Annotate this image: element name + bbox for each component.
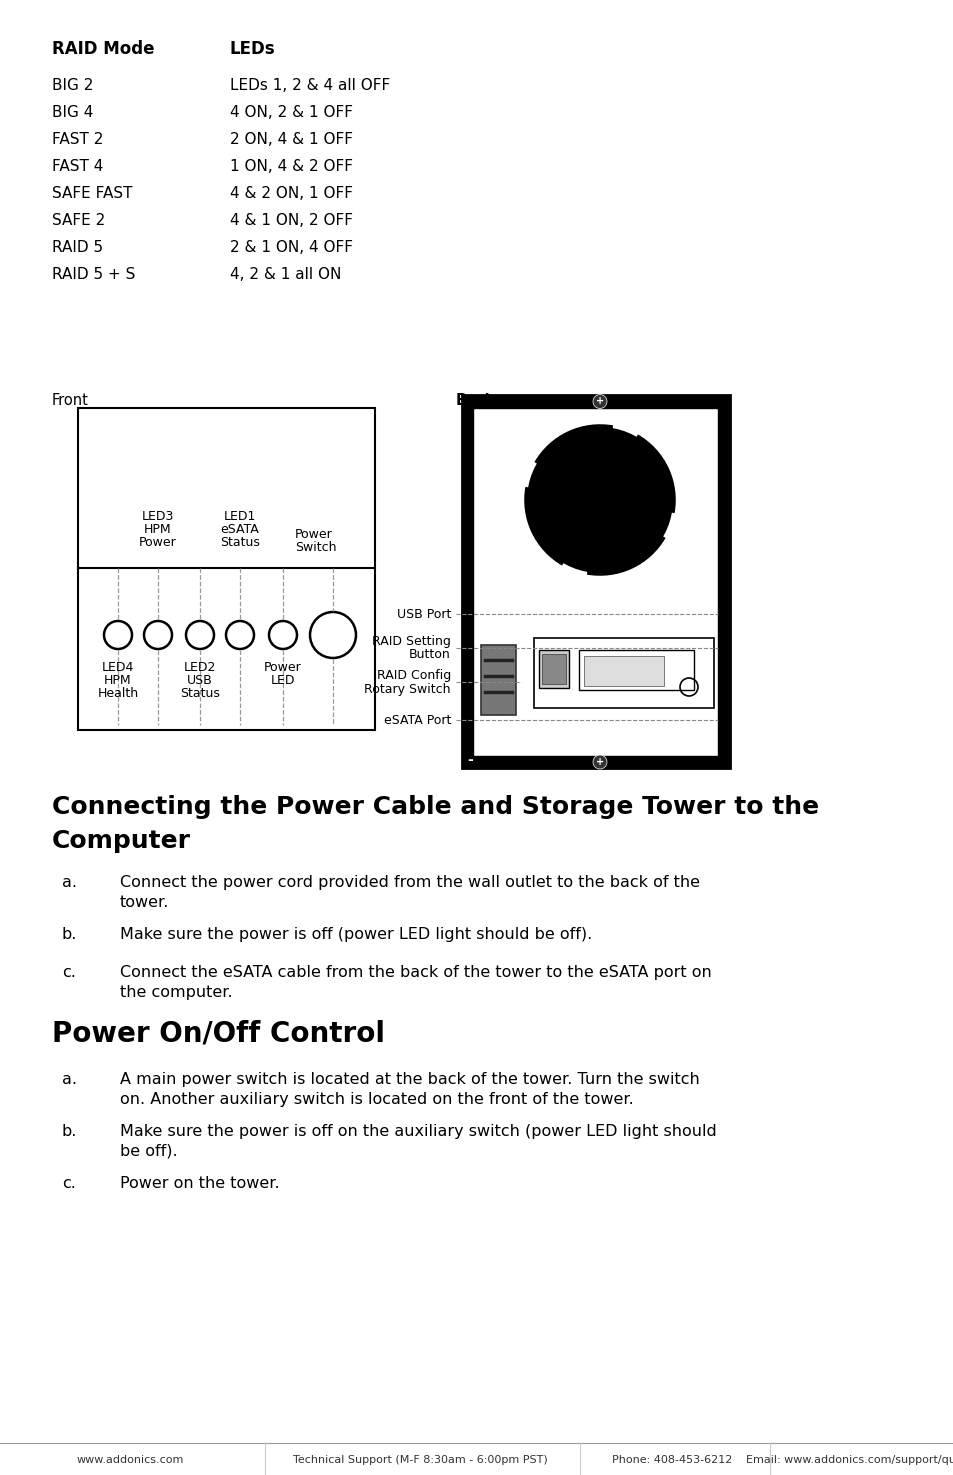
Text: Email: www.addonics.com/support/query/: Email: www.addonics.com/support/query/ [745,1454,953,1465]
Text: Power: Power [139,535,176,549]
Text: LEDs: LEDs [230,40,275,58]
Text: eSATA Port: eSATA Port [383,714,451,727]
Text: 2 & 1 ON, 4 OFF: 2 & 1 ON, 4 OFF [230,240,353,255]
Text: HPM: HPM [104,674,132,687]
Text: the computer.: the computer. [120,985,233,1000]
Text: LED: LED [271,674,294,687]
Text: Front: Front [52,392,89,409]
Text: 4, 2 & 1 all ON: 4, 2 & 1 all ON [230,267,341,282]
Text: LED2: LED2 [184,661,216,674]
Text: Phone: 408-453-6212: Phone: 408-453-6212 [611,1454,731,1465]
Text: USB: USB [187,674,213,687]
Text: Make sure the power is off (power LED light should be off).: Make sure the power is off (power LED li… [120,926,592,943]
Text: RAID Setting: RAID Setting [372,636,451,649]
Bar [538,650,568,687]
Text: eSATA: eSATA [220,524,259,535]
Bar [534,639,713,708]
Text: b.: b. [62,926,77,943]
Text: Connecting the Power Cable and Storage Tower to the: Connecting the Power Cable and Storage T… [52,795,819,819]
Text: SAFE FAST: SAFE FAST [52,186,132,201]
Circle shape [593,394,606,409]
Text: Connect the eSATA cable from the back of the tower to the eSATA port on: Connect the eSATA cable from the back of… [120,965,711,979]
Text: A main power switch is located at the back of the tower. Turn the switch: A main power switch is located at the ba… [120,1072,699,1087]
Circle shape [593,755,606,768]
Text: BIG 4: BIG 4 [52,105,93,119]
Bar [473,409,718,757]
Circle shape [554,454,645,546]
Text: Connect the power cord provided from the wall outlet to the back of the: Connect the power cord provided from the… [120,875,700,889]
Text: HPM: HPM [144,524,172,535]
Text: FAST 2: FAST 2 [52,131,103,148]
Text: Power on the tower.: Power on the tower. [120,1176,279,1190]
Text: Power On/Off Control: Power On/Off Control [52,1021,385,1049]
Text: 1 ON, 4 & 2 OFF: 1 ON, 4 & 2 OFF [230,159,353,174]
Text: RAID 5 + S: RAID 5 + S [52,267,135,282]
Text: RAID Mode: RAID Mode [52,40,154,58]
Bar [541,653,565,684]
Text: Status: Status [220,535,259,549]
Text: BIG 2: BIG 2 [52,78,93,93]
Bar [583,656,663,686]
Circle shape [526,426,672,572]
Text: a.: a. [62,1072,77,1087]
Text: Make sure the power is off on the auxiliary switch (power LED light should: Make sure the power is off on the auxili… [120,1124,716,1139]
Text: on. Another auxiliary switch is located on the front of the tower.: on. Another auxiliary switch is located … [120,1092,633,1108]
Text: LED3: LED3 [142,510,174,524]
Text: c.: c. [62,965,76,979]
Text: Technical Support (M-F 8:30am - 6:00pm PST): Technical Support (M-F 8:30am - 6:00pm P… [293,1454,547,1465]
Text: LED4: LED4 [102,661,134,674]
Text: Health: Health [97,687,138,701]
Text: Button: Button [409,649,451,661]
Text: Switch: Switch [294,541,336,555]
Text: -: - [467,754,473,767]
Text: RAID 5: RAID 5 [52,240,103,255]
Text: tower.: tower. [120,895,170,910]
Text: 4 ON, 2 & 1 OFF: 4 ON, 2 & 1 OFF [230,105,353,119]
Text: FAST 4: FAST 4 [52,159,103,174]
Text: Computer: Computer [52,829,191,853]
Text: 2 ON, 4 & 1 OFF: 2 ON, 4 & 1 OFF [230,131,353,148]
Text: b.: b. [62,1124,77,1139]
Bar [461,395,729,768]
Circle shape [579,479,619,521]
Text: 4 & 1 ON, 2 OFF: 4 & 1 ON, 2 OFF [230,212,353,229]
Text: LEDs 1, 2 & 4 all OFF: LEDs 1, 2 & 4 all OFF [230,78,390,93]
Text: LED1: LED1 [224,510,256,524]
Circle shape [539,440,659,560]
Text: Back: Back [456,392,495,409]
Text: +: + [596,397,603,407]
Text: www.addonics.com: www.addonics.com [76,1454,184,1465]
Circle shape [566,468,633,532]
Text: Status: Status [180,687,220,701]
Text: +: + [596,757,603,767]
Text: Power: Power [294,528,333,541]
Text: RAID Config: RAID Config [376,670,451,683]
Bar [78,409,375,730]
Text: Rotary Switch: Rotary Switch [364,683,451,696]
Bar [480,645,516,715]
Text: SAFE 2: SAFE 2 [52,212,105,229]
Text: c.: c. [62,1176,76,1190]
Bar [578,650,693,690]
Text: Power: Power [264,661,301,674]
Text: a.: a. [62,875,77,889]
Text: be off).: be off). [120,1145,177,1159]
Text: 4 & 2 ON, 1 OFF: 4 & 2 ON, 1 OFF [230,186,353,201]
Text: USB Port: USB Port [396,608,451,621]
